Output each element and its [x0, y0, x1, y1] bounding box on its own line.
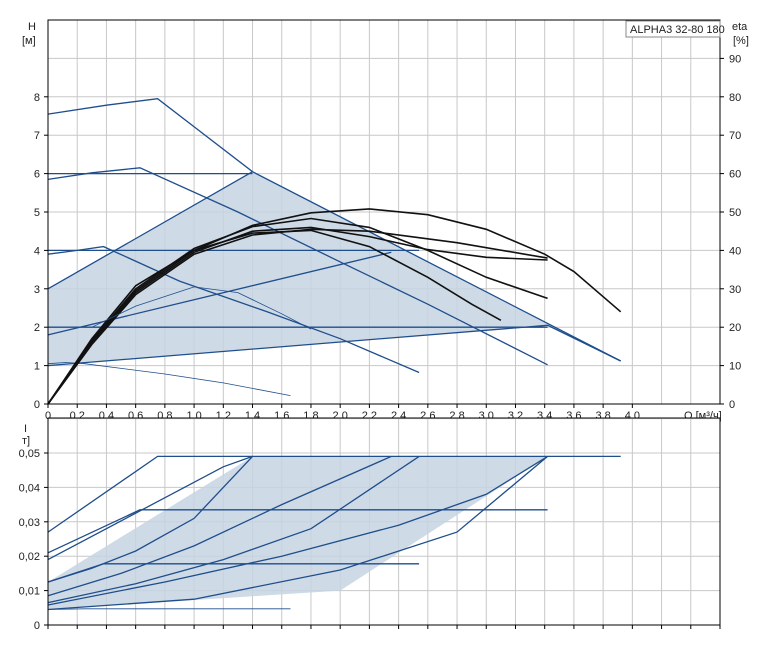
power-curve	[47, 455, 621, 533]
head-curve	[47, 167, 548, 366]
bottom-y-tick-label: 0	[34, 620, 40, 632]
head-curve	[47, 324, 621, 367]
bottom-y-tick-label: 0,04	[19, 482, 40, 494]
power-curve	[47, 455, 420, 604]
head-and-efficiency-curves	[47, 98, 622, 405]
y-axis-unit-h: [м]	[22, 35, 36, 47]
power-curve	[47, 455, 548, 606]
bottom-y-tick-label: 0,03	[19, 517, 40, 529]
y-right-tick-label: 10	[729, 361, 741, 373]
head-curve	[47, 362, 291, 396]
power-curve	[47, 455, 392, 597]
bottom-y-tick-label: 0,01	[19, 586, 40, 598]
top-chart: 0 0,2 0,4 0,6 0,8 1,0 1,2 1,4 1,6 1,8 2,0 2,2 2,4 2,6…	[22, 19, 749, 422]
y-tick-label: 0	[34, 399, 40, 411]
y-right-tick-label: 50	[729, 207, 741, 219]
bottom-y-tick-label: 0,05	[19, 448, 40, 460]
head-curve	[47, 98, 621, 362]
y-right-tick-label: 0	[729, 399, 735, 411]
power-curves	[47, 455, 621, 611]
power-curve	[47, 509, 548, 554]
y-right-tick-label: 30	[729, 284, 741, 296]
y-tick-label: 4	[34, 245, 40, 257]
bottom-axes: 0 0,01 0,02 0,03 0,04 0,05	[19, 448, 721, 632]
y-tick-label: 7	[34, 130, 40, 142]
y-right-tick-label: 40	[729, 245, 741, 257]
efficiency-curve	[47, 208, 622, 405]
y-tick-label: 3	[34, 284, 40, 296]
efficiency-curve	[47, 226, 548, 405]
y-tick-label: 6	[34, 169, 40, 181]
y-right-tick-label: 70	[729, 130, 741, 142]
efficiency-curve	[47, 217, 548, 405]
y-axis-label-h: H	[28, 21, 36, 33]
y-axis-unit-eta: [%]	[733, 35, 749, 47]
y-axis-label-p1-line1: I	[24, 423, 27, 435]
power-curve	[47, 455, 253, 561]
y-tick-label: 5	[34, 207, 40, 219]
y-tick-label: 2	[34, 322, 40, 334]
head-curve	[91, 286, 312, 330]
y-right-tick-label: 80	[729, 92, 741, 104]
y-tick-label: 1	[34, 361, 40, 373]
y-axis-label-eta: eta	[732, 21, 748, 33]
bottom-chart: 0 0,01 0,02 0,03 0,04 0,05 I т]	[19, 417, 721, 632]
y-tick-label: 8	[34, 92, 40, 104]
efficiency-curve	[47, 228, 548, 405]
y-axis-label-p1-line2: т]	[22, 435, 30, 447]
model-label: ALPHA3 32-80 180	[630, 24, 725, 36]
y-right-tick-label: 90	[729, 53, 741, 65]
operating-area	[48, 171, 621, 366]
y-right-tick-label: 60	[729, 169, 741, 181]
power-curve	[47, 455, 253, 583]
power-curve	[47, 455, 549, 611]
x-tick-label: 0	[45, 410, 51, 422]
y-right-tick-label: 20	[729, 322, 741, 334]
model-label-box	[625, 20, 721, 38]
head-curve	[47, 171, 253, 290]
operating-area-polygon	[48, 171, 621, 366]
bottom-y-tick-label: 0,02	[19, 551, 40, 563]
